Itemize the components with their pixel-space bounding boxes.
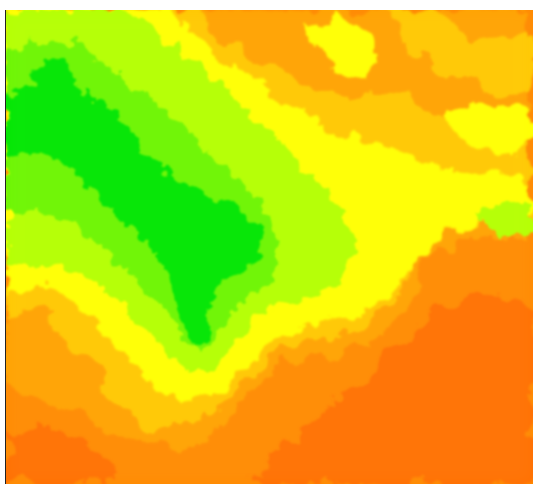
elevation-raster [6,10,533,484]
elevation-map-panel [5,10,533,484]
green-zone [6,55,266,350]
shading-overlay [6,10,533,484]
highland-zone [6,295,533,484]
